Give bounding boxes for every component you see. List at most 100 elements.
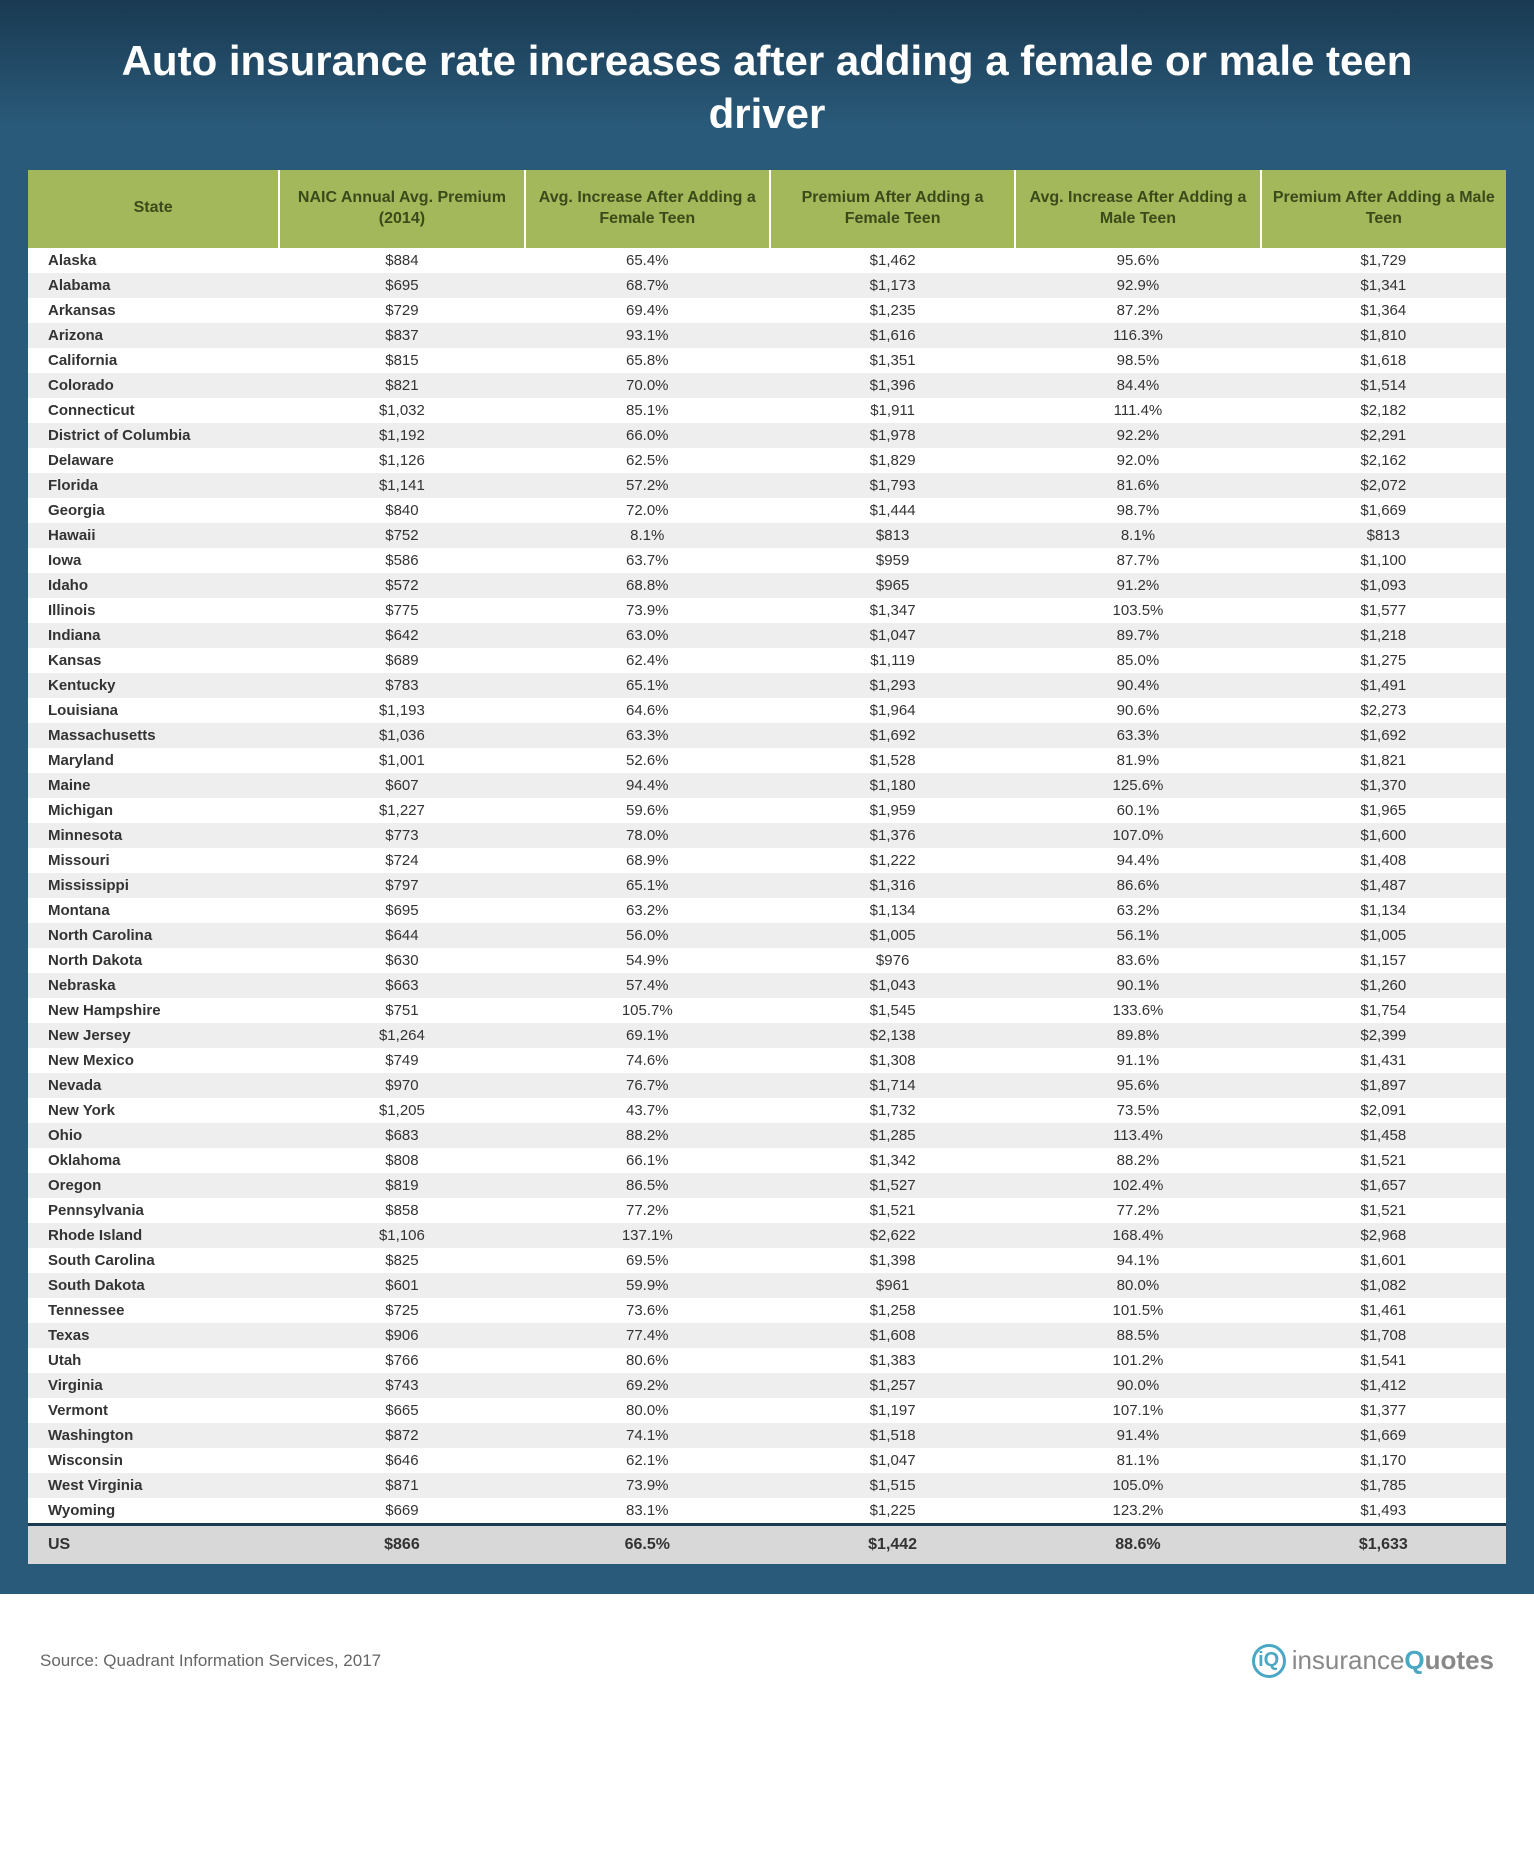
value-cell: $1,376: [770, 823, 1015, 848]
value-cell: $1,487: [1261, 873, 1506, 898]
value-cell: $695: [279, 898, 524, 923]
state-cell: Hawaii: [28, 523, 279, 548]
value-cell: 89.7%: [1015, 623, 1260, 648]
value-cell: 8.1%: [1015, 523, 1260, 548]
value-cell: $1,821: [1261, 748, 1506, 773]
value-cell: 64.6%: [525, 698, 770, 723]
value-cell: 76.7%: [525, 1073, 770, 1098]
state-cell: West Virginia: [28, 1473, 279, 1498]
summary-value: $1,442: [770, 1524, 1015, 1564]
value-cell: $906: [279, 1323, 524, 1348]
value-cell: 98.5%: [1015, 348, 1260, 373]
value-cell: 133.6%: [1015, 998, 1260, 1023]
table-row: New York$1,20543.7%$1,73273.5%$2,091: [28, 1098, 1506, 1123]
state-cell: Louisiana: [28, 698, 279, 723]
value-cell: $1,608: [770, 1323, 1015, 1348]
value-cell: 57.2%: [525, 473, 770, 498]
value-cell: $1,032: [279, 398, 524, 423]
main-panel: Auto insurance rate increases after addi…: [0, 0, 1534, 1594]
value-cell: $1,036: [279, 723, 524, 748]
value-cell: 105.7%: [525, 998, 770, 1023]
value-cell: 86.5%: [525, 1173, 770, 1198]
value-cell: $819: [279, 1173, 524, 1198]
value-cell: $783: [279, 673, 524, 698]
value-cell: $1,412: [1261, 1373, 1506, 1398]
value-cell: $1,043: [770, 973, 1015, 998]
value-cell: 54.9%: [525, 948, 770, 973]
value-cell: $1,193: [279, 698, 524, 723]
value-cell: $1,205: [279, 1098, 524, 1123]
value-cell: $1,192: [279, 423, 524, 448]
table-row: Michigan$1,22759.6%$1,95960.1%$1,965: [28, 798, 1506, 823]
value-cell: $1,005: [1261, 923, 1506, 948]
value-cell: 89.8%: [1015, 1023, 1260, 1048]
value-cell: $1,461: [1261, 1298, 1506, 1323]
value-cell: $1,618: [1261, 348, 1506, 373]
state-cell: Florida: [28, 473, 279, 498]
table-row: Wyoming$66983.1%$1,225123.2%$1,493: [28, 1498, 1506, 1525]
value-cell: $1,493: [1261, 1498, 1506, 1525]
table-row: New Mexico$74974.6%$1,30891.1%$1,431: [28, 1048, 1506, 1073]
value-cell: 63.2%: [525, 898, 770, 923]
table-row: Rhode Island$1,106137.1%$2,622168.4%$2,9…: [28, 1223, 1506, 1248]
value-cell: $1,141: [279, 473, 524, 498]
value-cell: 84.4%: [1015, 373, 1260, 398]
value-cell: 59.9%: [525, 1273, 770, 1298]
state-cell: Alabama: [28, 273, 279, 298]
state-cell: Montana: [28, 898, 279, 923]
value-cell: $669: [279, 1498, 524, 1525]
value-cell: $766: [279, 1348, 524, 1373]
value-cell: 65.1%: [525, 873, 770, 898]
value-cell: $725: [279, 1298, 524, 1323]
value-cell: 88.2%: [525, 1123, 770, 1148]
table-row: District of Columbia$1,19266.0%$1,97892.…: [28, 423, 1506, 448]
value-cell: $1,227: [279, 798, 524, 823]
table-row: North Dakota$63054.9%$97683.6%$1,157: [28, 948, 1506, 973]
value-cell: $1,258: [770, 1298, 1015, 1323]
value-cell: $607: [279, 773, 524, 798]
value-cell: 77.4%: [525, 1323, 770, 1348]
logo-text: insuranceQuotes: [1292, 1645, 1494, 1676]
summary-value: $1,633: [1261, 1524, 1506, 1564]
value-cell: $1,396: [770, 373, 1015, 398]
table-row: Nebraska$66357.4%$1,04390.1%$1,260: [28, 973, 1506, 998]
value-cell: $630: [279, 948, 524, 973]
value-cell: $2,291: [1261, 423, 1506, 448]
value-cell: $665: [279, 1398, 524, 1423]
value-cell: $1,370: [1261, 773, 1506, 798]
value-cell: $642: [279, 623, 524, 648]
table-row: Georgia$84072.0%$1,44498.7%$1,669: [28, 498, 1506, 523]
state-cell: Michigan: [28, 798, 279, 823]
value-cell: $1,180: [770, 773, 1015, 798]
value-cell: 59.6%: [525, 798, 770, 823]
value-cell: 85.1%: [525, 398, 770, 423]
table-row: Nevada$97076.7%$1,71495.6%$1,897: [28, 1073, 1506, 1098]
value-cell: $825: [279, 1248, 524, 1273]
table-row: Vermont$66580.0%$1,197107.1%$1,377: [28, 1398, 1506, 1423]
table-row: Massachusetts$1,03663.3%$1,69263.3%$1,69…: [28, 723, 1506, 748]
table-row: Washington$87274.1%$1,51891.4%$1,669: [28, 1423, 1506, 1448]
table-row: Montana$69563.2%$1,13463.2%$1,134: [28, 898, 1506, 923]
value-cell: $1,600: [1261, 823, 1506, 848]
value-cell: $2,273: [1261, 698, 1506, 723]
value-cell: 87.2%: [1015, 298, 1260, 323]
value-cell: 68.8%: [525, 573, 770, 598]
value-cell: 107.0%: [1015, 823, 1260, 848]
table-row: Kansas$68962.4%$1,11985.0%$1,275: [28, 648, 1506, 673]
column-header: Premium After Adding a Female Teen: [770, 170, 1015, 248]
table-body: Alaska$88465.4%$1,46295.6%$1,729Alabama $…: [28, 248, 1506, 1525]
table-row: Minnesota$77378.0%$1,376107.0%$1,600: [28, 823, 1506, 848]
value-cell: $1,444: [770, 498, 1015, 523]
state-cell: Texas: [28, 1323, 279, 1348]
value-cell: $821: [279, 373, 524, 398]
value-cell: $1,431: [1261, 1048, 1506, 1073]
value-cell: $1,669: [1261, 1423, 1506, 1448]
value-cell: $644: [279, 923, 524, 948]
value-cell: $572: [279, 573, 524, 598]
value-cell: $1,521: [1261, 1198, 1506, 1223]
table-row: Hawaii$7528.1%$8138.1%$813: [28, 523, 1506, 548]
state-cell: South Dakota: [28, 1273, 279, 1298]
value-cell: $1,521: [770, 1198, 1015, 1223]
table-row: Alaska$88465.4%$1,46295.6%$1,729: [28, 248, 1506, 273]
value-cell: $1,708: [1261, 1323, 1506, 1348]
